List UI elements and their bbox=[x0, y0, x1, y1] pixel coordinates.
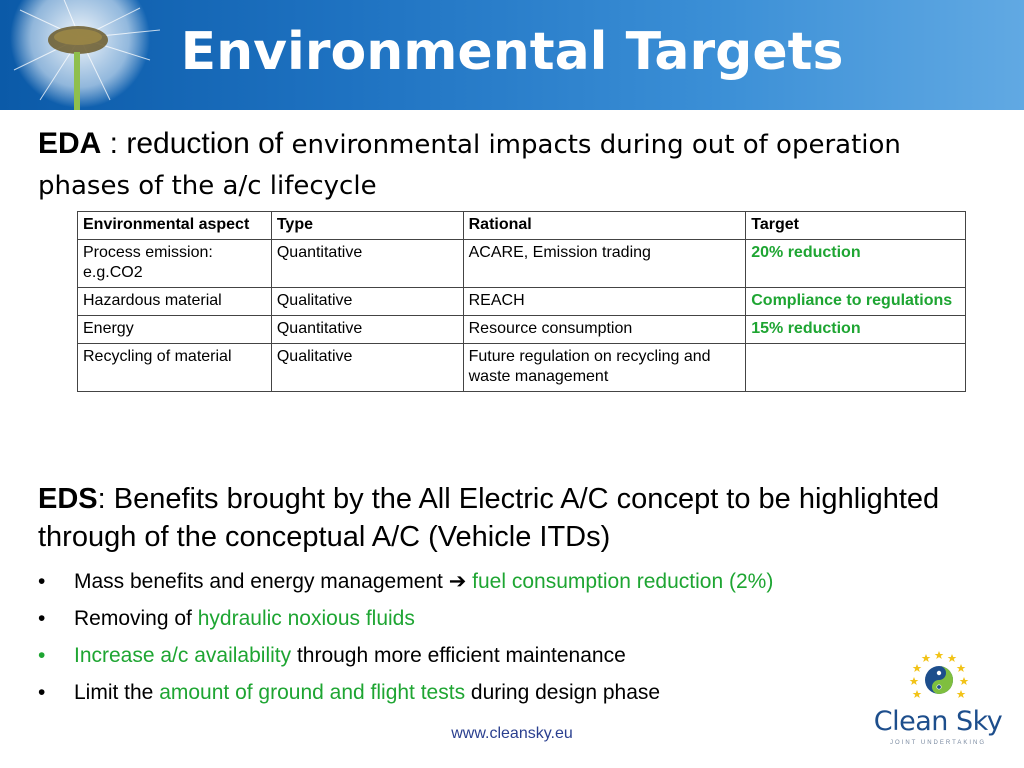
cell-aspect: Recycling of material bbox=[77, 343, 272, 392]
bullet-dot: • bbox=[38, 681, 46, 704]
bullet-text: Limit the bbox=[74, 681, 160, 704]
cell-type: Quantitative bbox=[270, 239, 464, 288]
list-item: • Limit the amount of ground and flight … bbox=[38, 674, 978, 711]
cell-type: Qualitative bbox=[270, 343, 464, 392]
footer-link[interactable]: www.cleansky.eu bbox=[451, 725, 573, 742]
cell-rational: REACH bbox=[462, 287, 747, 316]
bullet-highlight: fuel consumption reduction (2%) bbox=[472, 570, 774, 593]
bullet-dot: • bbox=[38, 644, 46, 667]
clean-sky-logo: Clean Sky JOINT UNDERTAKING bbox=[868, 650, 1008, 750]
dandelion-icon bbox=[10, 0, 161, 110]
header-environmental-aspect: Environmental aspect bbox=[77, 211, 272, 240]
list-item: • Mass benefits and energy management ➔ … bbox=[38, 563, 978, 600]
eds-statement: EDS: Benefits brought by the All Electri… bbox=[38, 480, 998, 556]
arrow-icon: ➔ bbox=[448, 570, 473, 593]
environmental-targets-table: Environmental aspect Type Rational Targe… bbox=[77, 211, 966, 392]
bullet-text: during design phase bbox=[465, 681, 661, 704]
list-item: • Removing of hydraulic noxious fluids bbox=[38, 600, 978, 637]
bullet-dot: • bbox=[38, 570, 46, 593]
eda-statement: EDA : reduction of environmental impacts… bbox=[38, 124, 998, 206]
cell-aspect: Hazardous material bbox=[77, 287, 272, 316]
eds-text: : Benefits brought by the All Electric A… bbox=[38, 483, 940, 553]
logo-tagline: JOINT UNDERTAKING bbox=[889, 740, 986, 746]
cell-target: 15% reduction bbox=[745, 315, 966, 344]
table-row: Energy Quantitative Resource consumption… bbox=[77, 315, 966, 344]
logo-brand: Clean Sky bbox=[873, 706, 1003, 737]
cell-rational: Resource consumption bbox=[462, 315, 747, 344]
bullet-highlight: Increase a/c availability bbox=[74, 644, 292, 667]
cell-type: Quantitative bbox=[270, 315, 464, 344]
eda-text: environmental impacts during out of oper… bbox=[38, 130, 901, 201]
bullet-text: Mass benefits and energy management bbox=[74, 570, 449, 593]
cell-target bbox=[745, 343, 966, 392]
cell-target: Compliance to regulations bbox=[745, 287, 966, 316]
bullet-text: through more efficient maintenance bbox=[291, 644, 626, 667]
slide-title: Environmental Targets bbox=[180, 22, 844, 82]
eda-label: EDA bbox=[38, 127, 102, 160]
cell-aspect: Process emission: e.g.CO2 bbox=[77, 239, 272, 288]
header-rational: Rational bbox=[462, 211, 747, 240]
bullet-dot: • bbox=[38, 607, 46, 630]
benefits-list: • Mass benefits and energy management ➔ … bbox=[38, 563, 978, 711]
header-target: Target bbox=[745, 211, 966, 240]
table-row: Process emission: e.g.CO2 Quantitative A… bbox=[77, 239, 966, 288]
cell-aspect: Energy bbox=[77, 315, 272, 344]
eda-separator: : reduction of bbox=[101, 127, 292, 160]
table-row: Hazardous material Qualitative REACH Com… bbox=[77, 287, 966, 316]
header-type: Type bbox=[270, 211, 464, 240]
bullet-text: Removing of bbox=[74, 607, 198, 630]
cell-rational: Future regulation on recycling and waste… bbox=[462, 343, 747, 392]
bullet-highlight: amount of ground and flight tests bbox=[159, 681, 466, 704]
table-row: Recycling of material Qualitative Future… bbox=[77, 343, 966, 392]
cell-rational: ACARE, Emission trading bbox=[462, 239, 747, 288]
header-banner: Environmental Targets bbox=[0, 0, 1024, 110]
clean-sky-logo-icon bbox=[909, 651, 969, 698]
cell-type: Qualitative bbox=[270, 287, 464, 316]
bullet-highlight: hydraulic noxious fluids bbox=[197, 607, 415, 630]
table-header-row: Environmental aspect Type Rational Targe… bbox=[77, 211, 966, 240]
list-item: • Increase a/c availability through more… bbox=[38, 637, 978, 674]
eds-label: EDS bbox=[38, 483, 98, 515]
cell-target: 20% reduction bbox=[745, 239, 966, 288]
